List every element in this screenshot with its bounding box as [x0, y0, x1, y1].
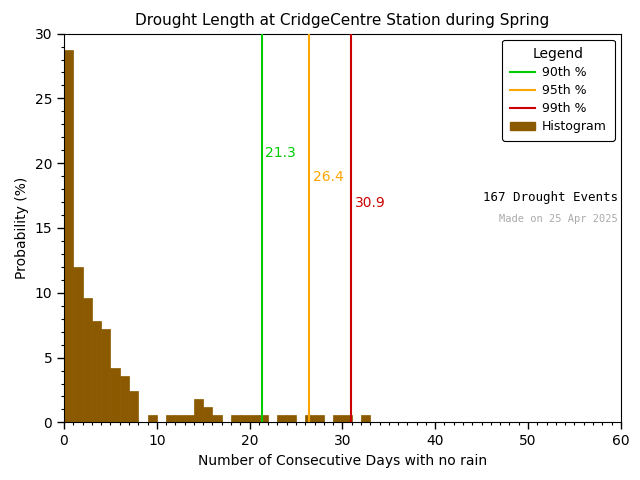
- Text: 30.9: 30.9: [355, 196, 385, 210]
- X-axis label: Number of Consecutive Days with no rain: Number of Consecutive Days with no rain: [198, 454, 487, 468]
- Bar: [342, 415, 352, 422]
- Bar: [73, 267, 83, 422]
- Bar: [287, 415, 296, 422]
- Bar: [204, 407, 212, 422]
- Bar: [278, 415, 287, 422]
- Bar: [361, 415, 370, 422]
- Title: Drought Length at CridgeCentre Station during Spring: Drought Length at CridgeCentre Station d…: [135, 13, 550, 28]
- Bar: [175, 415, 184, 422]
- Legend: 90th %, 95th %, 99th %, Histogram: 90th %, 95th %, 99th %, Histogram: [502, 40, 614, 141]
- Bar: [147, 415, 157, 422]
- Bar: [241, 415, 250, 422]
- Y-axis label: Probability (%): Probability (%): [15, 177, 29, 279]
- Text: Made on 25 Apr 2025: Made on 25 Apr 2025: [499, 215, 618, 224]
- Bar: [305, 415, 314, 422]
- Bar: [314, 415, 324, 422]
- Bar: [64, 50, 73, 422]
- Bar: [250, 415, 259, 422]
- Text: 21.3: 21.3: [266, 146, 296, 160]
- Bar: [333, 415, 342, 422]
- Text: 167 Drought Events: 167 Drought Events: [483, 191, 618, 204]
- Bar: [212, 415, 222, 422]
- Bar: [92, 321, 101, 422]
- Bar: [194, 399, 204, 422]
- Bar: [111, 368, 120, 422]
- Bar: [129, 391, 138, 422]
- Text: 26.4: 26.4: [313, 169, 344, 184]
- Bar: [120, 376, 129, 422]
- Bar: [259, 415, 268, 422]
- Bar: [83, 298, 92, 422]
- Bar: [101, 329, 111, 422]
- Bar: [231, 415, 241, 422]
- Bar: [166, 415, 175, 422]
- Bar: [184, 415, 194, 422]
